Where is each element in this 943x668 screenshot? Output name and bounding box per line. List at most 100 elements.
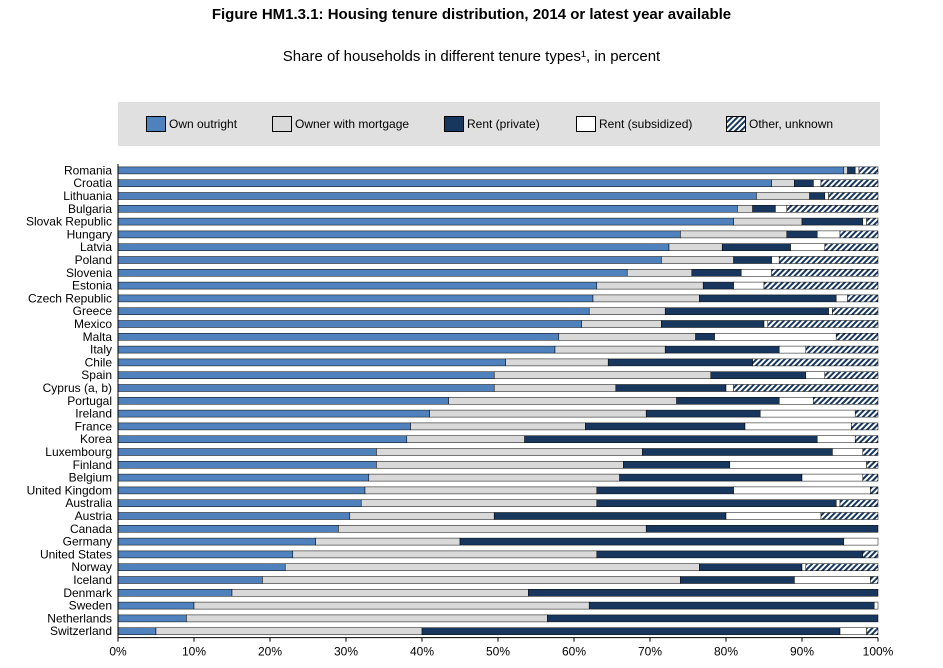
legend-label-owner-mortgage: Owner with mortgage — [295, 117, 410, 131]
bar-czech-republic-owner-mortgage — [592, 294, 700, 303]
x-tick-label-0: 0% — [109, 645, 127, 659]
bar-ireland-rent-subsidized — [759, 409, 856, 418]
bar-estonia-rent-subsidized — [733, 281, 765, 290]
bar-croatia-other-unknown — [820, 179, 879, 187]
bar-mexico-other-unknown — [767, 320, 879, 328]
bar-united-states-owner-mortgage — [292, 550, 598, 559]
bar-canada-owner-mortgage — [338, 525, 647, 533]
category-label-austria: Austria — [75, 509, 113, 523]
bar-united-kingdom-rent-private — [596, 486, 734, 495]
bar-korea-own-outright — [117, 435, 408, 443]
category-label-slovenia: Slovenia — [66, 266, 112, 280]
category-label-iceland: Iceland — [73, 573, 112, 587]
bar-cyprus-a-b-rent-private — [615, 384, 727, 392]
bar-chile-own-outright — [117, 358, 506, 367]
bar-iceland-own-outright — [117, 576, 263, 584]
bar-sweden-owner-mortgage — [193, 601, 590, 610]
bars-group — [117, 166, 879, 635]
bar-ireland-own-outright — [117, 409, 430, 418]
bar-netherlands-own-outright — [117, 614, 187, 623]
category-label-france: France — [75, 419, 113, 433]
bar-latvia-rent-subsidized — [790, 243, 826, 251]
bar-united-kingdom-own-outright — [117, 486, 366, 495]
bar-hungary-rent-subsidized — [816, 230, 841, 239]
category-label-chile: Chile — [85, 355, 113, 369]
bar-switzerland-own-outright — [117, 627, 157, 635]
bar-estonia-owner-mortgage — [596, 281, 704, 290]
category-label-korea: Korea — [80, 432, 112, 446]
bar-iceland-rent-private — [680, 576, 795, 584]
bar-australia-own-outright — [117, 499, 362, 507]
bar-canada-own-outright — [117, 525, 339, 533]
legend-swatch-rent-private — [444, 116, 464, 132]
category-label-belgium: Belgium — [69, 471, 112, 485]
bar-cyprus-a-b-owner-mortgage — [493, 384, 617, 392]
bar-finland-rent-private — [623, 461, 731, 469]
bar-mexico-owner-mortgage — [581, 320, 662, 328]
category-label-malta: Malta — [83, 330, 113, 344]
category-label-finland: Finland — [73, 458, 112, 472]
bar-luxembourg-owner-mortgage — [376, 448, 643, 456]
bar-italy-rent-private — [664, 345, 780, 354]
bar-finland-rent-subsidized — [729, 461, 867, 469]
bar-finland-owner-mortgage — [376, 461, 624, 469]
bar-united-kingdom-owner-mortgage — [364, 486, 598, 495]
bar-italy-own-outright — [117, 345, 556, 354]
legend-label-rent-private: Rent (private) — [467, 117, 540, 131]
category-label-greece: Greece — [73, 304, 113, 318]
legend-label-rent-subsidized: Rent (subsidized) — [599, 117, 693, 131]
bar-cyprus-a-b-own-outright — [117, 384, 495, 392]
bar-mexico-rent-subsidized — [763, 320, 769, 328]
bar-australia-owner-mortgage — [360, 499, 598, 507]
legend-swatch-rent-subsidized — [576, 116, 596, 132]
bar-cyprus-a-b-rent-subsidized — [725, 384, 734, 392]
bar-greece-rent-subsidized — [828, 307, 833, 315]
bar-belgium-other-unknown — [862, 473, 879, 482]
category-label-croatia: Croatia — [73, 176, 112, 190]
category-label-hungary: Hungary — [67, 227, 112, 241]
bar-united-kingdom-other-unknown — [870, 486, 879, 495]
legend-label-own-outright: Own outright — [169, 117, 238, 131]
bar-luxembourg-own-outright — [117, 448, 377, 456]
x-tick-label-2: 20% — [258, 645, 282, 659]
x-tick-label-6: 60% — [562, 645, 586, 659]
bar-romania-other-unknown — [858, 166, 879, 175]
bar-luxembourg-rent-private — [642, 448, 833, 456]
bar-austria-rent-private — [493, 512, 727, 520]
bar-lithuania-other-unknown — [828, 192, 879, 200]
bar-iceland-rent-subsidized — [794, 576, 871, 584]
bar-chile-owner-mortgage — [505, 358, 609, 367]
category-label-united-kingdom: United Kingdom — [27, 483, 112, 497]
category-label-germany: Germany — [63, 535, 112, 549]
bar-latvia-other-unknown — [824, 243, 879, 251]
x-tick-label-10: 100% — [863, 645, 894, 659]
bar-finland-other-unknown — [866, 461, 879, 469]
bar-spain-owner-mortgage — [493, 371, 712, 379]
bar-korea-rent-private — [524, 435, 818, 443]
bar-czech-republic-rent-subsidized — [835, 294, 848, 303]
bar-sweden-own-outright — [117, 601, 195, 610]
category-label-mexico: Mexico — [74, 317, 112, 331]
bar-belgium-rent-private — [619, 473, 803, 482]
category-label-spain: Spain — [81, 368, 112, 382]
category-label-italy: Italy — [90, 343, 112, 357]
x-tick-label-8: 80% — [714, 645, 738, 659]
bar-denmark-owner-mortgage — [231, 589, 529, 597]
bar-slovak-republic-other-unknown — [866, 217, 879, 226]
bar-australia-rent-private — [596, 499, 837, 507]
category-label-sweden: Sweden — [69, 599, 112, 613]
legend-swatch-own-outright — [146, 116, 166, 132]
bar-romania-own-outright — [117, 166, 845, 175]
bar-slovak-republic-own-outright — [117, 217, 734, 226]
bar-latvia-owner-mortgage — [668, 243, 723, 251]
bar-denmark-rent-private — [528, 589, 879, 597]
category-label-lithuania: Lithuania — [63, 189, 112, 203]
category-label-slovak-republic: Slovak Republic — [26, 215, 112, 229]
bar-romania-rent-private — [847, 166, 856, 175]
bar-spain-own-outright — [117, 371, 495, 379]
bar-australia-other-unknown — [839, 499, 879, 507]
bar-switzerland-owner-mortgage — [155, 627, 423, 635]
bar-australia-rent-subsidized — [835, 499, 841, 507]
bar-norway-other-unknown — [805, 563, 879, 571]
